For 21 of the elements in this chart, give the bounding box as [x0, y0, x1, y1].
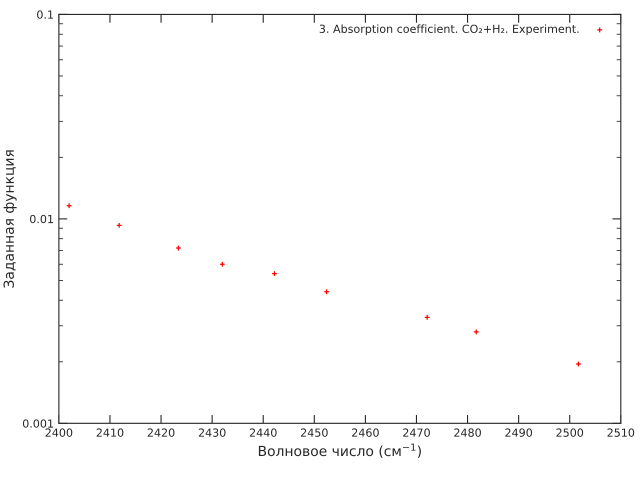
point — [116, 222, 122, 228]
point — [424, 314, 430, 320]
x-axis-title: Волновое число (см$^{−1}$) — [258, 444, 421, 458]
x-tick-label: 2470 — [403, 428, 430, 437]
x-tick-label: 2500 — [556, 428, 584, 437]
x-tick-label: 2420 — [148, 428, 174, 437]
x-tick-label: 2480 — [454, 428, 481, 437]
x-tick-label: 2490 — [505, 428, 532, 437]
y-axis-title: Заданная функция — [3, 150, 17, 288]
x-tick-label: 2450 — [300, 428, 328, 437]
x-tick-label: 2440 — [250, 428, 277, 437]
y-tick-label: 0.001 — [22, 419, 53, 428]
point — [219, 261, 226, 268]
y-tick-label: 0.01 — [30, 214, 53, 224]
x-tick-label: 2430 — [198, 428, 226, 437]
x-tick-label: 2460 — [352, 428, 379, 437]
x-tick-label: 2510 — [607, 428, 634, 437]
x-tick-label: 2400 — [46, 428, 72, 437]
x-tick-label: 2410 — [96, 428, 124, 437]
y-tick-label: 0.1 — [37, 10, 53, 19]
legend-label: 3. Absorption coefficient. CO₂+H₂. Experiment. — [320, 24, 578, 36]
